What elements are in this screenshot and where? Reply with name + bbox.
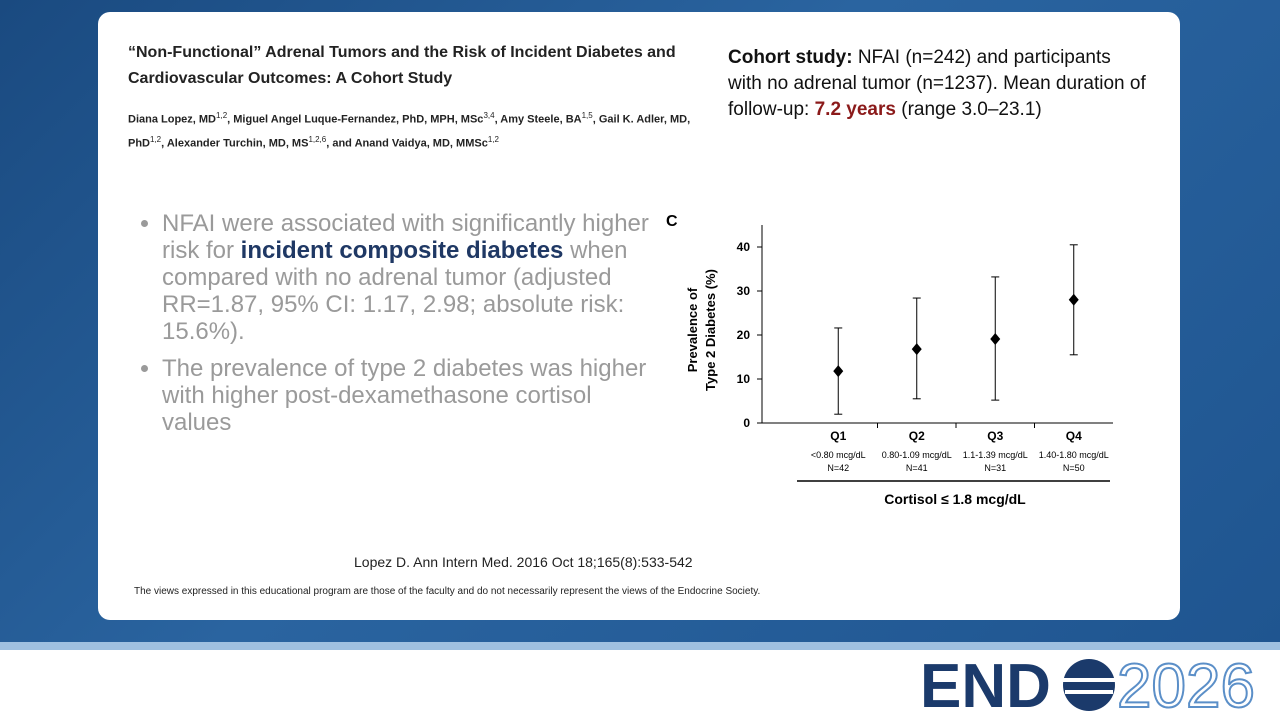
author-affiliation: 1,2 [150, 134, 162, 144]
x-tick-label: Q1 [830, 429, 846, 443]
text-segment: The prevalence of type 2 diabetes was hi… [162, 355, 647, 436]
bullet: The prevalence of type 2 diabetes was hi… [162, 355, 662, 436]
bullet: NFAI were associated with significantly … [162, 210, 662, 345]
category-count: N=41 [906, 463, 928, 473]
point [911, 343, 922, 356]
category-count: N=42 [827, 463, 849, 473]
author-separator: , [592, 113, 599, 126]
citation: Lopez D. Ann Intern Med. 2016 Oct 18;165… [354, 554, 693, 570]
text-segment: incident composite diabetes [240, 237, 564, 264]
author-separator: , and [326, 137, 355, 150]
logo-year: 2026 [1117, 652, 1255, 720]
text-segment: NFAI were associated with significantly … [162, 210, 649, 264]
card [98, 12, 1180, 620]
text-segment: when compared with no adrenal tumor (adj… [162, 237, 628, 345]
author-name: Amy Steele, BA [500, 113, 582, 126]
text-segment: NFAI (n=242) and participants with no ad… [728, 47, 1146, 120]
author-affiliation: 1,2 [216, 111, 228, 120]
category-range: 1.1-1.39 mcg/dL [963, 450, 1028, 460]
category-range: 0.80-1.09 mcg/dL [882, 450, 952, 460]
author-separator: , [494, 113, 501, 126]
text-segment: 7.2 years [814, 99, 896, 120]
author-name: Gail K. Adler, MD, PhD [128, 113, 691, 150]
author-affiliation: 1,2 [487, 134, 499, 144]
logo-globe-lines [1063, 678, 1115, 694]
category-range: 1.40-1.80 mcg/dL [1039, 450, 1109, 460]
point [1068, 293, 1079, 306]
author-name: Anand Vaidya, MD, MMSc [354, 137, 488, 150]
x-tick-label: Q4 [1066, 429, 1082, 443]
paper-title: “Non-Functional” Adrenal Tumors and the … [128, 44, 676, 87]
author-name: Miguel Angel Luque-Fernandez, PhD, MPH, … [233, 113, 484, 126]
author-affiliation: 1,5 [581, 111, 593, 120]
point [990, 332, 1001, 345]
author-separator: , [161, 137, 167, 150]
category-count: N=31 [984, 463, 1006, 473]
y-tick-label: 10 [737, 372, 751, 386]
point [833, 365, 844, 378]
logo: END 2026 [920, 651, 1256, 720]
author-affiliation: 1,2,6 [308, 134, 327, 144]
text-segment: (range 3.0–23.1) [895, 99, 1042, 120]
stripe [0, 642, 1280, 650]
logo-word: END [920, 652, 1051, 720]
logo-globe [1063, 659, 1115, 711]
author-name: Diana Lopez, MD [128, 113, 217, 126]
y-tick-label: 20 [737, 328, 751, 342]
category-range: <0.80 mcg/dL [811, 450, 866, 460]
author-affiliation: 3,4 [483, 111, 495, 120]
x-tick-label: Q2 [909, 429, 925, 443]
bullet-list: NFAI were associated with significantly … [140, 210, 662, 446]
y-tick-label: 0 [743, 416, 750, 430]
x-tick-label: Q3 [987, 429, 1003, 443]
y-axis-label: Prevalence of [685, 287, 700, 372]
author-name: Alexander Turchin, MD, MS [166, 137, 309, 150]
text-segment: Cohort study: [728, 47, 853, 68]
y-tick-label: 40 [737, 240, 751, 254]
x-axis-label: Cortisol ≤ 1.8 mcg/dL [884, 491, 1026, 507]
panel-label: C [666, 213, 678, 230]
author-separator: , [227, 113, 234, 126]
cohort-summary: Cohort study: NFAI (n=242) and participa… [728, 45, 1148, 123]
authors: Diana Lopez, MD1,2, Miguel Angel Luque-F… [128, 106, 698, 153]
category-count: N=50 [1063, 463, 1085, 473]
y-tick-label: 30 [737, 284, 751, 298]
y-axis-label: Type 2 Diabetes (%) [703, 269, 718, 391]
disclaimer: The views expressed in this educational … [134, 586, 761, 597]
